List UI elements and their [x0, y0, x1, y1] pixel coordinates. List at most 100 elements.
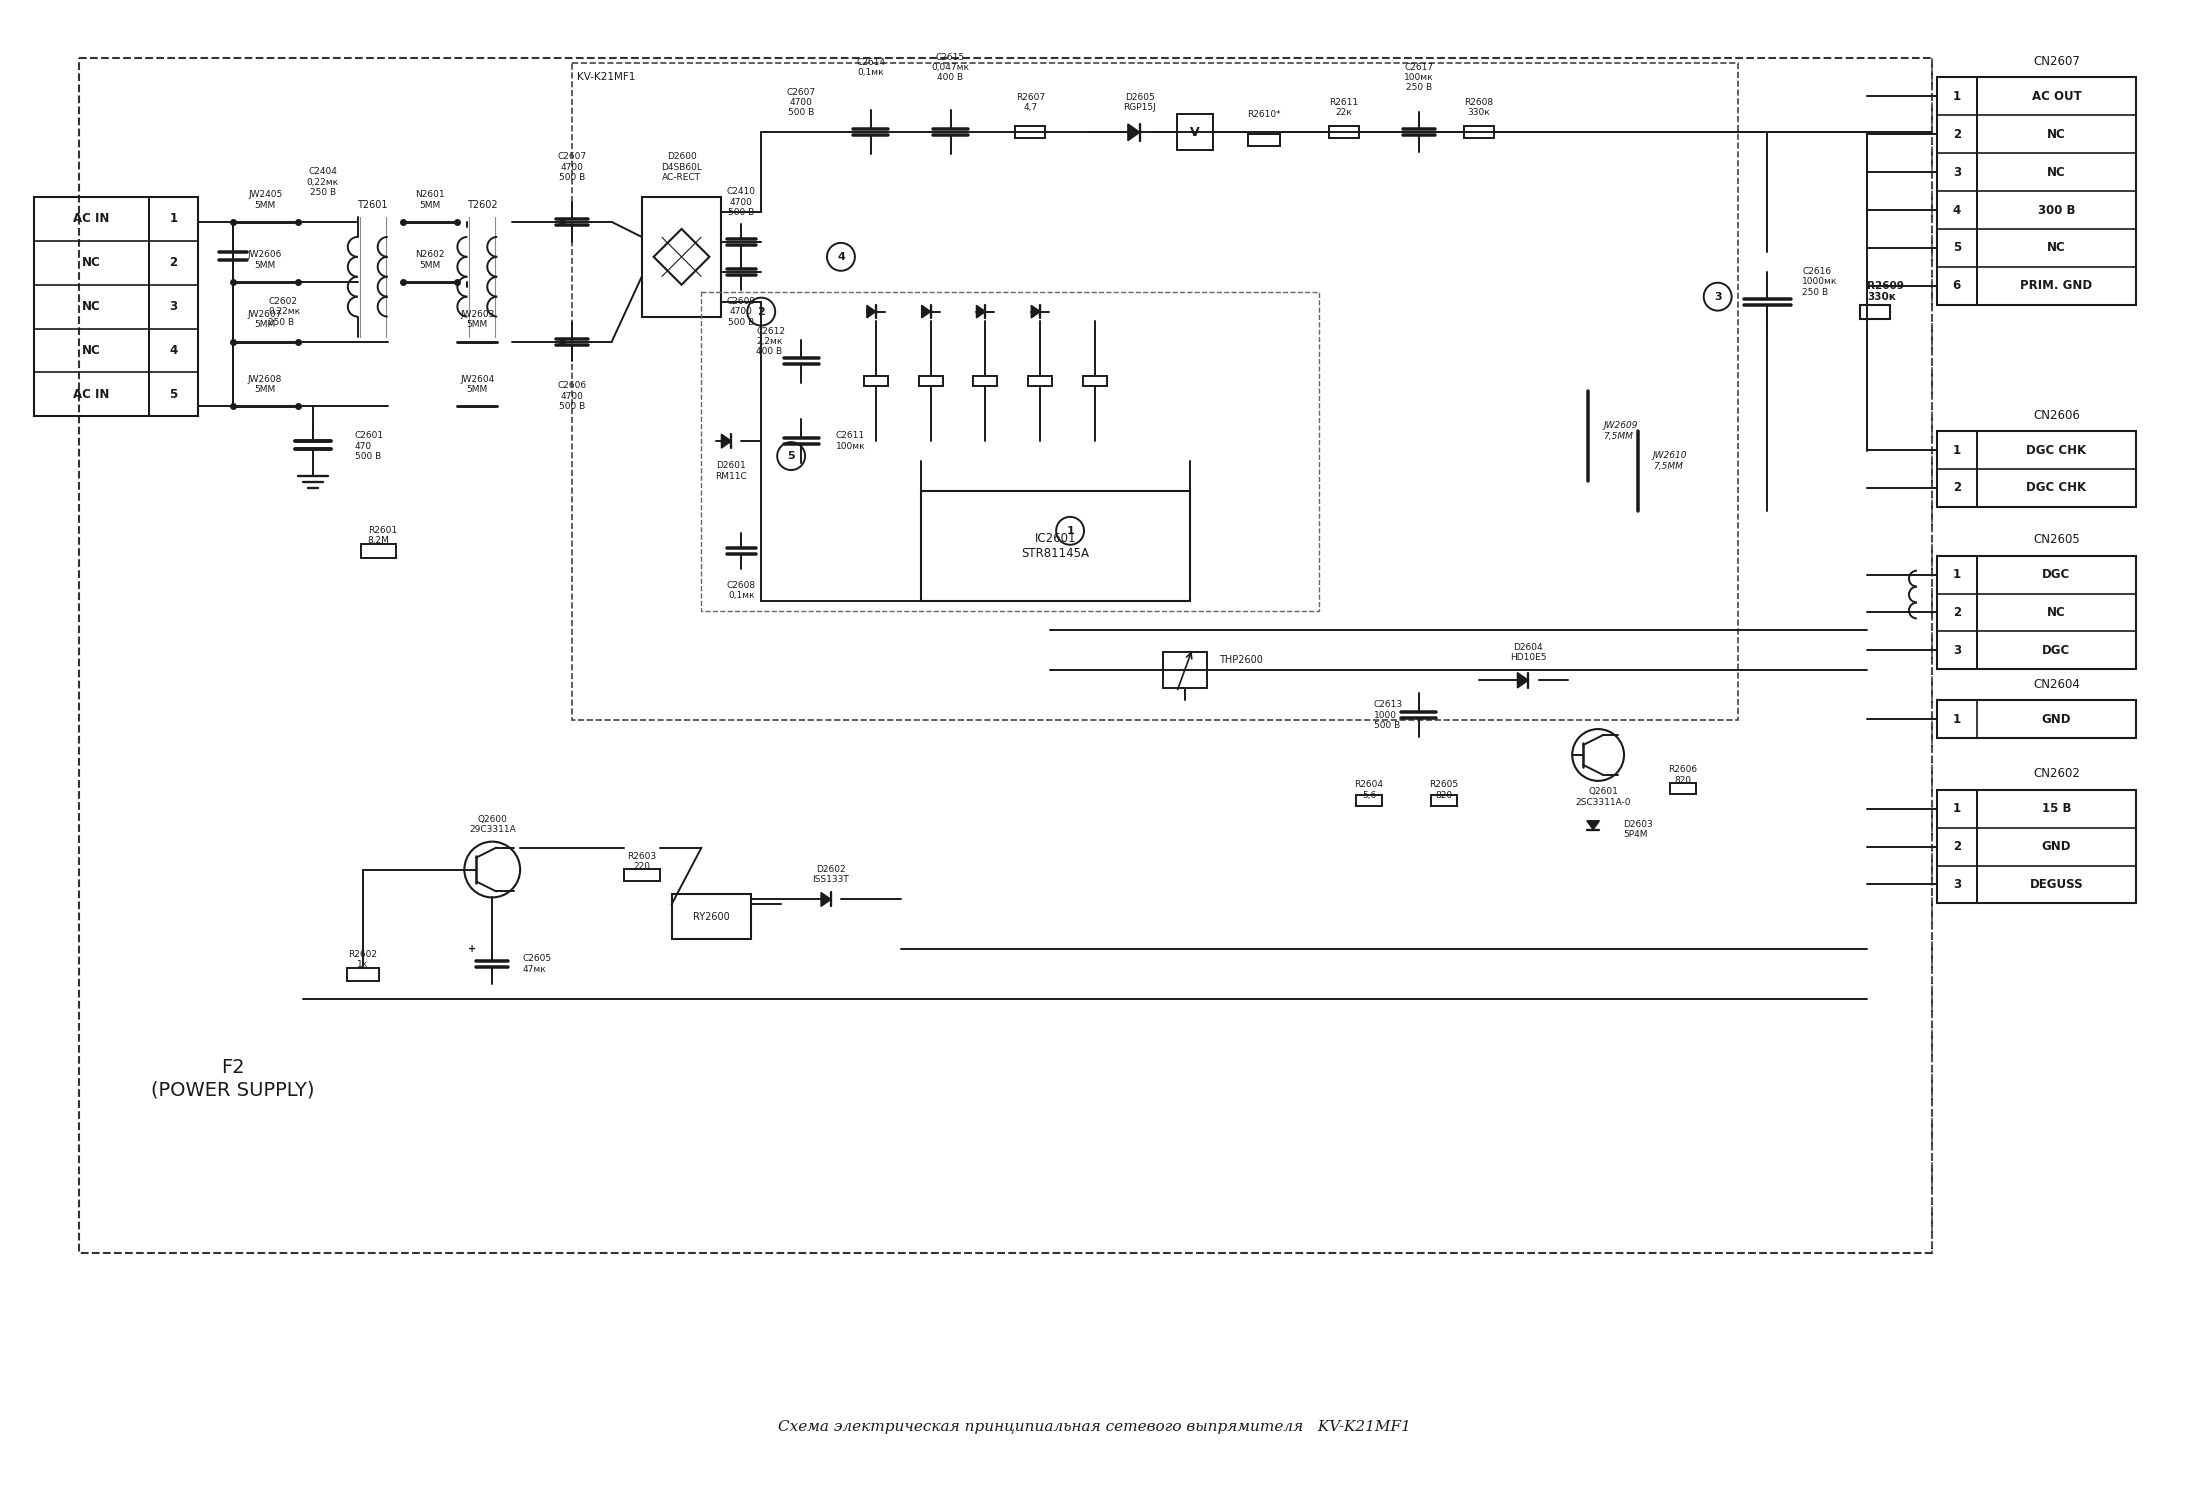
- Text: T2602: T2602: [466, 200, 497, 210]
- Text: C2404
0,22мк
250 В: C2404 0,22мк 250 В: [306, 167, 339, 197]
- Text: R2610*: R2610*: [1247, 110, 1282, 119]
- Text: +: +: [468, 944, 477, 955]
- Bar: [1162, 652, 1206, 688]
- Text: NC: NC: [2048, 128, 2065, 140]
- Bar: [1669, 783, 1696, 794]
- Text: THP2600: THP2600: [1219, 655, 1262, 665]
- Text: JW2609
7,5MM: JW2609 7,5MM: [1604, 421, 1637, 440]
- Polygon shape: [1127, 124, 1140, 140]
- Bar: [346, 968, 379, 982]
- Polygon shape: [1031, 306, 1039, 318]
- Text: DEGUSS: DEGUSS: [2030, 877, 2083, 891]
- Bar: [571, 63, 1737, 721]
- Text: AC OUT: AC OUT: [2030, 90, 2081, 103]
- Text: C2608
0,1мк: C2608 0,1мк: [726, 580, 755, 600]
- Text: DGC: DGC: [2041, 645, 2070, 656]
- Text: C2609
4700
500 В: C2609 4700 500 В: [726, 297, 755, 327]
- Bar: [624, 868, 659, 882]
- Polygon shape: [921, 306, 930, 318]
- Bar: [1936, 789, 2135, 904]
- Bar: [1860, 304, 1890, 319]
- Text: C2617
100мк
250 В: C2617 100мк 250 В: [1405, 63, 1433, 93]
- Text: 2: 2: [757, 307, 766, 316]
- Text: C2410
4700
500 В: C2410 4700 500 В: [726, 186, 755, 216]
- Bar: [1357, 795, 1383, 806]
- Text: 3: 3: [1952, 877, 1960, 891]
- Text: R2602
1к: R2602 1к: [348, 949, 376, 968]
- Text: D2600
D4SB60L
AC-RECT: D2600 D4SB60L AC-RECT: [661, 152, 702, 182]
- Text: 1: 1: [1952, 443, 1960, 457]
- Text: D2601
RM11C: D2601 RM11C: [715, 461, 748, 480]
- Text: GND: GND: [2041, 840, 2072, 853]
- Text: C2606
4700
500 В: C2606 4700 500 В: [558, 382, 586, 412]
- Text: AC IN: AC IN: [72, 212, 109, 225]
- Text: RY2600: RY2600: [694, 913, 731, 922]
- Bar: [1464, 127, 1494, 139]
- Bar: [702, 292, 1319, 610]
- Text: 15 B: 15 B: [2041, 803, 2072, 815]
- Text: 1: 1: [168, 212, 177, 225]
- Text: 4: 4: [838, 252, 845, 261]
- Text: 5: 5: [168, 388, 177, 401]
- Text: NC: NC: [2048, 166, 2065, 179]
- Bar: [1083, 376, 1107, 386]
- Bar: [1936, 78, 2135, 304]
- Bar: [1328, 127, 1359, 139]
- Text: T2601: T2601: [357, 200, 387, 210]
- Bar: [1936, 555, 2135, 670]
- Text: 300 B: 300 B: [2037, 203, 2074, 216]
- Text: 3: 3: [1952, 645, 1960, 656]
- Text: NC: NC: [81, 257, 101, 269]
- Text: JW2604
5MM: JW2604 5MM: [459, 374, 494, 394]
- Text: C2615
0,047мк
400 В: C2615 0,047мк 400 В: [932, 52, 969, 82]
- Text: D2603
5P4M: D2603 5P4M: [1623, 821, 1652, 840]
- Text: KV-K21MF1: KV-K21MF1: [578, 73, 635, 82]
- Text: D2605
RGP15J: D2605 RGP15J: [1122, 93, 1155, 112]
- Text: JW2607
5MM: JW2607 5MM: [247, 310, 282, 330]
- Text: C2605
47мк: C2605 47мк: [523, 955, 551, 974]
- Text: GND: GND: [2041, 713, 2072, 725]
- Text: D2604
HD10E5: D2604 HD10E5: [1510, 643, 1547, 662]
- Text: C2607
4700
500 В: C2607 4700 500 В: [558, 152, 586, 182]
- Bar: [1936, 431, 2135, 507]
- Text: CN2607: CN2607: [2033, 55, 2081, 69]
- Bar: [35, 197, 199, 416]
- Text: 1: 1: [1952, 803, 1960, 815]
- Text: DGC: DGC: [2041, 568, 2070, 582]
- Text: DGC CHK: DGC CHK: [2026, 482, 2087, 494]
- Text: R2607
4,7: R2607 4,7: [1015, 93, 1046, 112]
- Polygon shape: [1518, 673, 1529, 688]
- Text: R2606
820: R2606 820: [1667, 765, 1698, 785]
- Text: R2603
220: R2603 220: [628, 852, 656, 871]
- Text: R2608
330к: R2608 330к: [1464, 97, 1492, 116]
- Bar: [1249, 134, 1280, 146]
- Text: Q2600
29C3311A: Q2600 29C3311A: [468, 815, 516, 834]
- Text: AC IN: AC IN: [72, 388, 109, 401]
- Bar: [1177, 115, 1212, 151]
- Text: Схема электрическая принципиальная сетевого выпрямителя   KV-K21MF1: Схема электрическая принципиальная сетев…: [777, 1420, 1411, 1434]
- Text: C2613
1000
500 В: C2613 1000 500 В: [1374, 700, 1403, 730]
- Bar: [921, 491, 1190, 601]
- Text: R2611
22к: R2611 22к: [1330, 97, 1359, 116]
- Text: DGC CHK: DGC CHK: [2026, 443, 2087, 457]
- Text: JW2603
5MM: JW2603 5MM: [459, 310, 494, 330]
- Bar: [79, 58, 1932, 1253]
- Bar: [361, 543, 396, 558]
- Text: NC: NC: [81, 345, 101, 357]
- Text: Q2601
2SC3311A-0: Q2601 2SC3311A-0: [1575, 788, 1630, 807]
- Text: JW2610
7,5MM: JW2610 7,5MM: [1652, 452, 1687, 471]
- Text: NC: NC: [2048, 606, 2065, 619]
- Text: NC: NC: [2048, 242, 2065, 254]
- Text: JW2606
5MM: JW2606 5MM: [247, 251, 282, 270]
- Text: C2612
2,2мк
400 В: C2612 2,2мк 400 В: [757, 327, 785, 357]
- Bar: [1936, 700, 2135, 739]
- Text: C2614
0,1мк: C2614 0,1мк: [856, 58, 886, 78]
- Polygon shape: [1586, 821, 1599, 830]
- Text: R2609
330к: R2609 330к: [1866, 280, 1904, 303]
- Text: 1: 1: [1952, 568, 1960, 582]
- Bar: [1028, 376, 1052, 386]
- Bar: [919, 376, 943, 386]
- Text: R2601
8,2M: R2601 8,2M: [368, 527, 396, 546]
- Polygon shape: [976, 306, 985, 318]
- Text: IC2601
STR81145A: IC2601 STR81145A: [1022, 531, 1090, 560]
